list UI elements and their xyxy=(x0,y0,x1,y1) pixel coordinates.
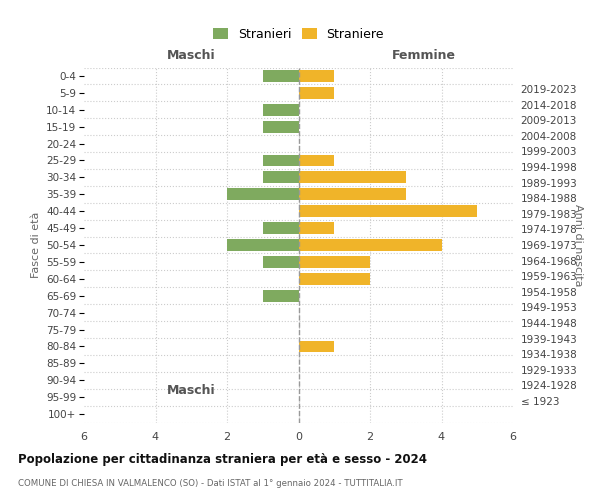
Bar xyxy=(299,206,477,217)
Bar xyxy=(263,154,299,166)
Y-axis label: Fasce di età: Fasce di età xyxy=(31,212,41,278)
Y-axis label: Anni di nascita: Anni di nascita xyxy=(573,204,583,286)
Text: Popolazione per cittadinanza straniera per età e sesso - 2024: Popolazione per cittadinanza straniera p… xyxy=(18,452,427,466)
Bar xyxy=(263,222,299,234)
Text: Maschi: Maschi xyxy=(167,49,215,62)
Bar xyxy=(299,222,334,234)
Bar xyxy=(299,340,334,352)
Bar xyxy=(263,104,299,116)
Bar xyxy=(263,70,299,82)
Legend: Stranieri, Straniere: Stranieri, Straniere xyxy=(209,24,388,44)
Bar xyxy=(299,256,370,268)
Text: Maschi: Maschi xyxy=(167,384,215,397)
Bar xyxy=(299,273,370,284)
Bar xyxy=(263,290,299,302)
Text: Femmine: Femmine xyxy=(392,49,455,62)
Text: COMUNE DI CHIESA IN VALMALENCO (SO) - Dati ISTAT al 1° gennaio 2024 - TUTTITALIA: COMUNE DI CHIESA IN VALMALENCO (SO) - Da… xyxy=(18,479,403,488)
Bar xyxy=(299,188,406,200)
Bar xyxy=(299,239,442,251)
Bar xyxy=(263,256,299,268)
Bar xyxy=(299,87,334,99)
Bar xyxy=(263,172,299,183)
Bar xyxy=(299,172,406,183)
Bar xyxy=(227,239,299,251)
Bar xyxy=(299,70,334,82)
Bar xyxy=(263,120,299,132)
Bar xyxy=(227,188,299,200)
Bar xyxy=(299,154,334,166)
